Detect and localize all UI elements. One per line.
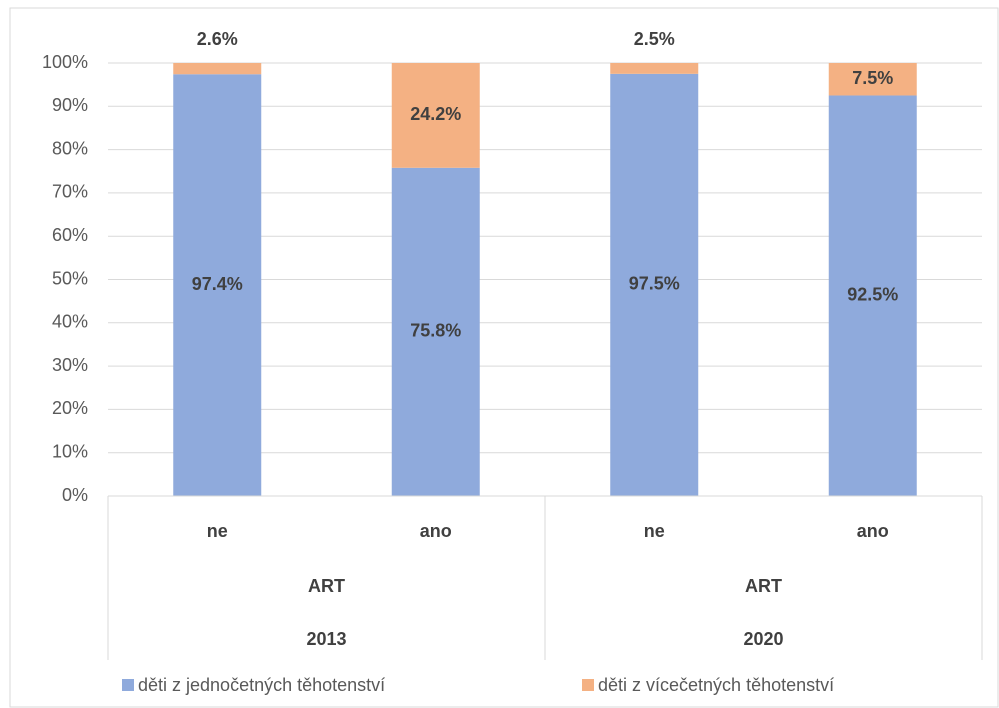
data-label: 24.2% bbox=[410, 104, 461, 124]
legend-swatch bbox=[582, 679, 594, 691]
x-tick-label: ne bbox=[644, 521, 665, 541]
bar-segment bbox=[828, 63, 917, 96]
y-tick-label: 0% bbox=[62, 485, 88, 505]
data-label: 97.5% bbox=[629, 274, 680, 294]
y-tick-label: 30% bbox=[52, 355, 88, 375]
data-label: 2.5% bbox=[634, 29, 675, 49]
y-tick-label: 80% bbox=[52, 138, 88, 158]
bar-segment bbox=[173, 74, 262, 497]
legend-label: děti z vícečetných těhotenství bbox=[598, 675, 834, 695]
data-label: 97.4% bbox=[192, 274, 243, 294]
y-tick-label: 60% bbox=[52, 225, 88, 245]
y-tick-label: 50% bbox=[52, 268, 88, 288]
chart-frame bbox=[9, 7, 999, 708]
data-label: 75.8% bbox=[410, 321, 461, 341]
bar-segment bbox=[610, 73, 699, 496]
data-label: 2.6% bbox=[197, 29, 238, 49]
year-label: 2020 bbox=[743, 629, 783, 649]
y-tick-label: 10% bbox=[52, 441, 88, 461]
x-tick-label: ne bbox=[207, 521, 228, 541]
group-label: ART bbox=[308, 576, 345, 596]
y-tick-label: 70% bbox=[52, 182, 88, 202]
bar-segment bbox=[391, 167, 480, 496]
bar-segment bbox=[173, 63, 262, 75]
y-tick-label: 90% bbox=[52, 95, 88, 115]
data-label: 7.5% bbox=[852, 68, 893, 88]
bar-segment bbox=[610, 63, 699, 74]
y-tick-label: 40% bbox=[52, 312, 88, 332]
x-tick-label: ano bbox=[420, 521, 452, 541]
group-label: ART bbox=[745, 576, 782, 596]
year-label: 2013 bbox=[306, 629, 346, 649]
data-label: 92.5% bbox=[847, 284, 898, 304]
bar-segment bbox=[391, 63, 480, 168]
x-tick-label: ano bbox=[857, 521, 889, 541]
legend-swatch bbox=[122, 679, 134, 691]
bar-segment bbox=[828, 95, 917, 496]
y-tick-label: 100% bbox=[42, 52, 88, 72]
y-tick-label: 20% bbox=[52, 398, 88, 418]
legend-label: děti z jednočetných těhotenství bbox=[138, 675, 385, 695]
